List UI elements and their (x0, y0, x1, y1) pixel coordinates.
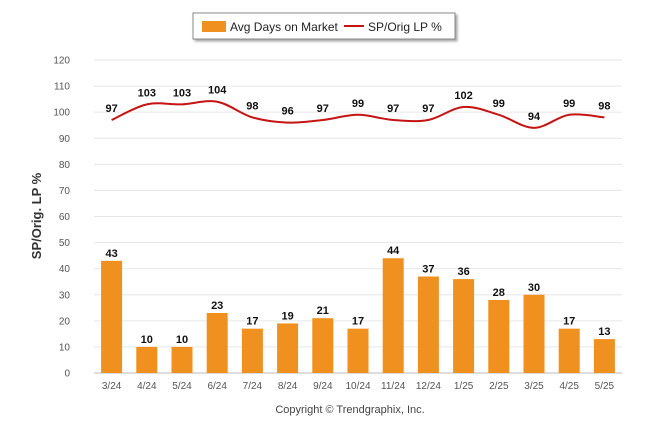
bar (171, 346, 193, 373)
bar (206, 313, 228, 373)
bar (277, 323, 299, 373)
bar (101, 260, 123, 373)
x-tick-label: 12/24 (416, 381, 441, 392)
bar-data-label: 17 (563, 316, 575, 328)
x-tick-label: 10/24 (345, 381, 370, 392)
bar (417, 276, 439, 373)
x-tick-label: 5/25 (595, 381, 615, 392)
bar-data-label: 44 (387, 245, 400, 257)
line-data-label: 99 (563, 98, 575, 110)
y-tick-label: 110 (54, 82, 70, 93)
x-tick-label: 8/24 (278, 381, 298, 392)
y-axis-title: SP/Orig. LP % (29, 172, 44, 259)
bar-series-avg-days (101, 258, 615, 373)
line-data-label: 94 (528, 111, 541, 123)
line-series-sp-orig-lp (111, 100, 605, 129)
bar-data-label: 30 (528, 282, 540, 294)
bar (523, 294, 545, 373)
y-tick-label: 10 (59, 342, 71, 353)
bar-data-label: 17 (246, 316, 258, 328)
bar-data-label: 10 (141, 334, 153, 346)
line-data-label: 98 (598, 100, 610, 112)
x-tick-label: 4/24 (137, 381, 157, 392)
x-tick-label: 9/24 (313, 381, 333, 392)
bar (593, 339, 615, 373)
bar (453, 279, 475, 373)
legend-box (192, 12, 456, 40)
y-tick-label: 90 (59, 134, 71, 145)
line-data-label: 97 (105, 103, 117, 115)
line-data-label: 99 (352, 98, 364, 110)
y-tick-label: 20 (59, 316, 71, 327)
bar-data-label: 37 (422, 263, 434, 275)
bar-data-label: 43 (105, 248, 117, 260)
copyright-text: Copyright © Trendgraphix, Inc. (275, 404, 424, 416)
bar-data-label: 36 (457, 266, 469, 278)
x-tick-label: 6/24 (207, 381, 227, 392)
x-tick-label: 3/24 (102, 381, 122, 392)
x-tick-label: 7/24 (243, 381, 263, 392)
line-data-label: 97 (422, 103, 434, 115)
line-data-label: 97 (317, 103, 329, 115)
bar-data-label: 23 (211, 300, 223, 312)
bar (312, 318, 334, 373)
bar (136, 346, 158, 373)
line-data-label: 97 (387, 103, 399, 115)
x-tick-label: 3/25 (524, 381, 544, 392)
bar-data-label: 21 (317, 305, 329, 317)
y-axis: 0 10 20 30 40 50 60 70 80 90 100 110 120 (53, 56, 70, 380)
line-data-label: 99 (493, 98, 505, 110)
bar (241, 328, 263, 373)
y-tick-label: 50 (59, 238, 71, 249)
x-tick-label: 4/25 (559, 381, 579, 392)
y-tick-label: 80 (59, 160, 71, 171)
bar-data-label: 17 (352, 316, 364, 328)
y-tick-label: 120 (53, 56, 70, 67)
x-tick-label: 11/24 (381, 381, 406, 392)
line-data-label: 103 (138, 87, 156, 99)
x-axis: 3/24 4/24 5/24 6/24 7/24 8/24 9/24 10/24 11/24 12… (102, 381, 615, 392)
bar-data-label: 28 (493, 287, 505, 299)
bar (347, 328, 369, 373)
bar (382, 258, 404, 373)
legend: Avg Days on Market SP/Orig LP % (192, 12, 456, 40)
y-tick-label: 70 (59, 186, 71, 197)
series-line (111, 100, 605, 129)
line-data-label: 98 (246, 100, 258, 112)
line-data-label: 103 (173, 87, 191, 99)
bar (488, 299, 510, 373)
line-data-label: 102 (454, 90, 472, 102)
line-data-label: 104 (208, 85, 227, 97)
bar-data-label: 19 (281, 310, 293, 322)
bar-data-label: 13 (598, 326, 610, 338)
x-tick-label: 2/25 (489, 381, 509, 392)
x-tick-label: 5/24 (172, 381, 192, 392)
bar-data-label: 10 (176, 334, 188, 346)
legend-label-line: SP/Orig LP % (368, 20, 442, 34)
x-tick-label: 1/25 (454, 381, 474, 392)
bar (558, 328, 580, 373)
data-labels: 43 10 10 23 17 19 21 17 44 37 36 28 30 17 13 97 103 103 10… (105, 85, 610, 346)
y-tick-label: 100 (53, 108, 70, 119)
legend-label-bar: Avg Days on Market (230, 20, 338, 34)
y-tick-label: 60 (59, 212, 71, 223)
y-tick-label: 30 (59, 290, 71, 301)
line-data-label: 96 (281, 106, 293, 118)
y-tick-label: 40 (59, 264, 71, 275)
y-tick-label: 0 (64, 369, 70, 380)
legend-swatch-bar (202, 21, 226, 32)
